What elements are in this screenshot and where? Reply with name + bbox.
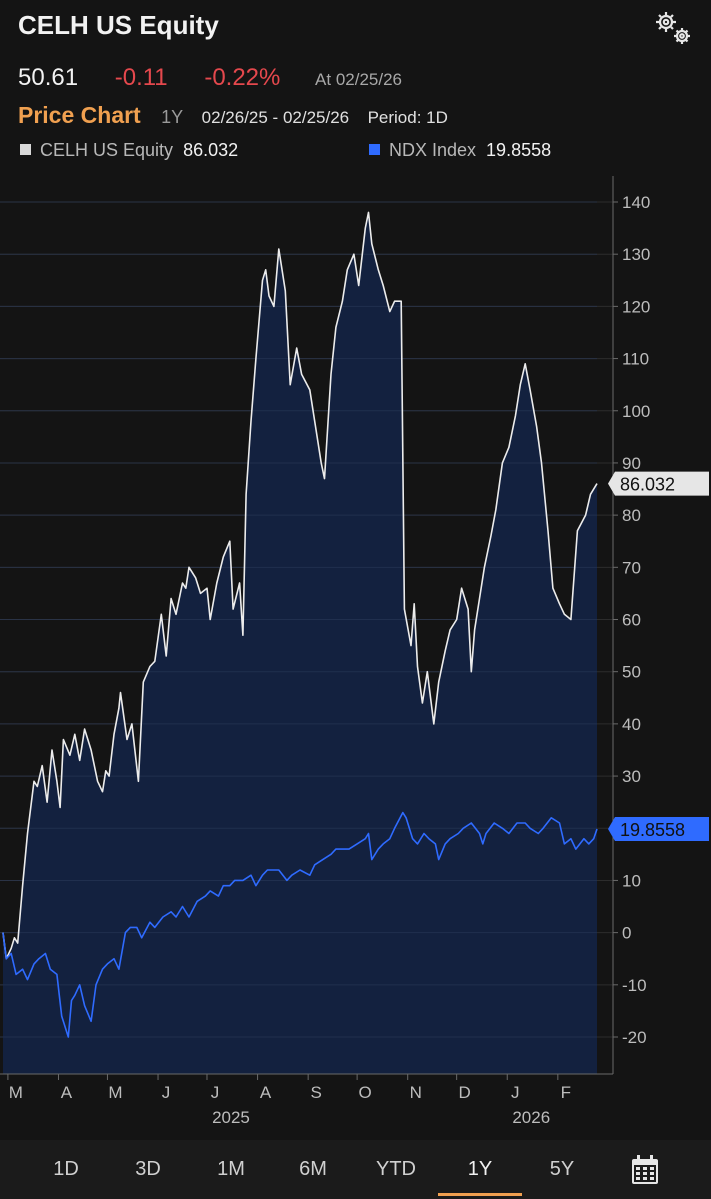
tab-3d[interactable]: 3D: [135, 1158, 161, 1180]
legend-name: CELH US Equity: [40, 140, 174, 160]
y-tick-label: 0: [622, 924, 631, 943]
legend-swatch-ndx: [369, 144, 380, 155]
x-year-label: 2026: [512, 1108, 550, 1127]
celh-series-line: [2, 211, 598, 960]
x-tick-label: O: [358, 1083, 371, 1102]
x-tick-label: N: [410, 1083, 422, 1102]
y-tick-label: 10: [622, 871, 641, 890]
price-change-percent: -0.22%: [204, 64, 281, 91]
x-tick-label: A: [61, 1083, 73, 1102]
tab-6m[interactable]: 6M: [299, 1158, 327, 1180]
chart-label: Price Chart: [18, 102, 141, 128]
y-tick-label: 130: [622, 245, 650, 264]
price-chart[interactable]: 1401301201101009080706050403020100-10-20…: [0, 176, 711, 1140]
y-tick-label: 40: [622, 715, 641, 734]
tab-1y[interactable]: 1Y: [438, 1140, 522, 1199]
y-tick-label: 90: [622, 454, 641, 473]
legend-value: 19.8558: [486, 140, 552, 160]
x-tick-label: J: [211, 1083, 220, 1102]
tab-1d[interactable]: 1D: [53, 1158, 79, 1180]
legend-item-celh[interactable]: CELH US Equity 86.032: [20, 140, 238, 161]
ndx-last-value-tag-bg: [608, 817, 709, 842]
y-tick-label: 70: [622, 558, 641, 577]
chart-header: CELH US Equity 50.61 -0.11 -0.22% At 02/…: [0, 0, 711, 176]
x-tick-label: F: [561, 1083, 571, 1102]
range-label: 1Y: [161, 107, 184, 127]
x-year-label: 2025: [212, 1108, 250, 1127]
legend-item-ndx[interactable]: NDX Index 19.8558: [369, 140, 551, 161]
x-tick-label: S: [310, 1083, 321, 1102]
tab-ytd[interactable]: YTD: [376, 1158, 416, 1180]
tab-1m[interactable]: 1M: [217, 1158, 245, 1180]
y-tick-label: 80: [622, 506, 641, 525]
tab-5y[interactable]: 5Y: [549, 1158, 575, 1180]
x-tick-label: M: [9, 1083, 23, 1102]
period-label: Period: 1D: [367, 108, 448, 127]
chart-info-line: Price Chart 1Y 02/26/25 - 02/25/26 Perio…: [18, 102, 448, 129]
x-tick-label: A: [260, 1083, 272, 1102]
y-tick-label: 110: [622, 350, 649, 369]
celh-last-value-tag-bg: [608, 471, 709, 496]
y-tick-label: -10: [622, 976, 647, 995]
x-tick-label: J: [162, 1083, 171, 1102]
date-range: 02/26/25 - 02/25/26: [201, 108, 350, 127]
y-tick-label: -20: [622, 1028, 647, 1047]
price-change: -0.11: [114, 64, 168, 91]
celh-last-value-tag-text: 86.032: [620, 475, 675, 495]
calendar-icon[interactable]: [631, 1155, 659, 1185]
quote-line: 50.61 -0.11 -0.22% At 02/25/26: [18, 64, 402, 92]
legend-name: NDX Index: [389, 140, 477, 160]
last-price: 50.61: [18, 64, 79, 91]
y-tick-label: 60: [622, 611, 641, 630]
y-tick-label: 50: [622, 663, 641, 682]
gears-icon[interactable]: [652, 8, 694, 48]
x-tick-label: D: [459, 1083, 471, 1102]
y-tick-label: 120: [622, 297, 650, 316]
x-tick-label: J: [511, 1083, 520, 1102]
legend-value: 86.032: [183, 140, 239, 160]
celh-area-fill: [3, 212, 597, 1074]
as-of-date: At 02/25/26: [315, 70, 403, 89]
legend-swatch-celh: [20, 144, 31, 155]
y-tick-label: 140: [622, 193, 650, 212]
ndx-series-line: [2, 811, 598, 1038]
x-tick-label: M: [108, 1083, 122, 1102]
range-tab-bar: 1D 3D 1M 6M YTD 1Y 5Y: [0, 1140, 711, 1199]
y-tick-label: 30: [622, 767, 641, 786]
security-title: CELH US Equity: [18, 10, 219, 40]
ndx-last-value-tag-text: 19.8558: [620, 820, 685, 840]
y-tick-label: 100: [622, 402, 650, 421]
